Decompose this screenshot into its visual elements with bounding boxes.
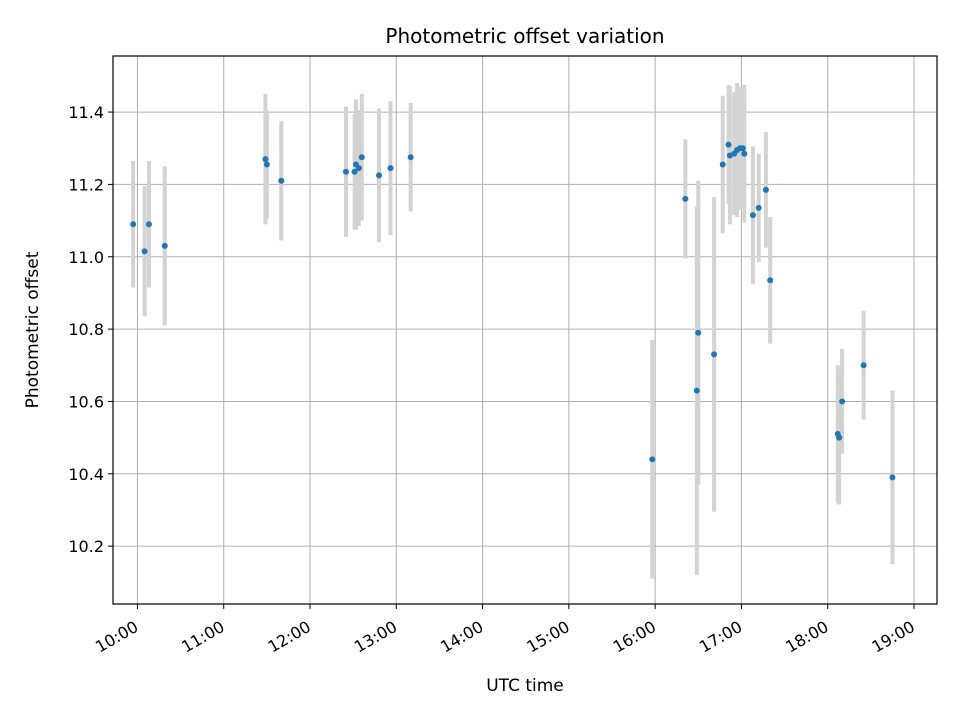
data-point <box>387 165 394 172</box>
data-point <box>351 168 358 175</box>
y-axis-label: Photometric offset <box>23 251 43 408</box>
x-tick-label: 15:00 <box>523 617 572 657</box>
data-point <box>749 212 756 219</box>
error-bars <box>131 83 895 579</box>
x-tick-label: 18:00 <box>782 617 831 657</box>
data-point <box>739 145 746 152</box>
x-tick-label: 17:00 <box>696 617 745 657</box>
data-point <box>860 362 867 369</box>
data-point <box>836 434 843 441</box>
y-tick-label: 10.6 <box>68 392 104 411</box>
plot-frame <box>112 55 938 605</box>
x-tick-label: 19:00 <box>869 617 918 657</box>
data-point <box>693 387 700 394</box>
data-point <box>719 161 726 168</box>
data-point <box>889 474 896 481</box>
data-point <box>376 172 383 179</box>
x-axis-ticks: 10:00 11:00 12:00 13:00 14:00 15:00 16:00 17:00… <box>92 604 918 657</box>
y-tick-label: 10.8 <box>68 320 104 339</box>
x-tick-label: 12:00 <box>265 617 314 657</box>
x-tick-label: 13:00 <box>351 617 400 657</box>
data-point <box>407 154 414 161</box>
y-tick-label: 10.4 <box>68 465 104 484</box>
data-point <box>263 161 270 168</box>
data-point <box>145 221 152 228</box>
y-axis-ticks: 10.2 10.4 10.6 10.8 11.0 11.2 11.4 <box>68 103 113 556</box>
x-tick-label: 10:00 <box>92 617 141 657</box>
data-point <box>741 150 748 157</box>
data-point <box>767 277 774 284</box>
data-point <box>711 351 718 358</box>
y-tick-label: 11.4 <box>68 103 104 122</box>
x-tick-label: 16:00 <box>610 617 659 657</box>
data-point <box>755 204 762 211</box>
data-point <box>762 186 769 193</box>
data-point <box>695 329 702 336</box>
x-tick-label: 11:00 <box>178 617 227 657</box>
chart-title: Photometric offset variation <box>385 24 664 48</box>
data-point <box>725 141 732 148</box>
data-point <box>682 195 689 202</box>
grid <box>113 56 937 604</box>
data-point <box>161 242 168 249</box>
data-point <box>130 221 137 228</box>
data-point <box>342 168 349 175</box>
data-point <box>355 165 362 172</box>
data-point <box>278 177 285 184</box>
y-tick-label: 10.2 <box>68 537 104 556</box>
x-tick-label: 14:00 <box>437 617 486 657</box>
data-point <box>141 248 148 255</box>
x-axis-label: UTC time <box>486 676 564 696</box>
y-tick-label: 11.2 <box>68 175 104 194</box>
data-point <box>649 456 656 463</box>
y-tick-label: 11.0 <box>68 248 104 267</box>
data-points <box>130 141 896 481</box>
data-point <box>358 154 365 161</box>
data-point <box>839 398 846 405</box>
data-point <box>262 156 269 163</box>
